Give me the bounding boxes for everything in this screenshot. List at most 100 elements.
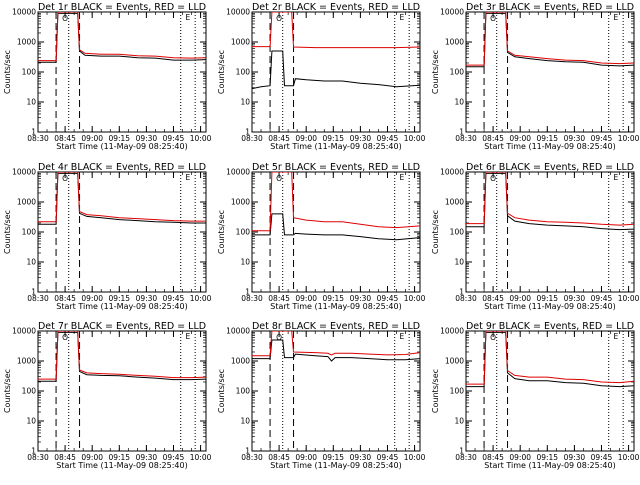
- y-tick-label: 1000: [231, 198, 250, 207]
- panel-6: Det 6r BLACK = Events, RED = LLD 1 10 100 10…: [431, 162, 640, 311]
- plot-area: [252, 331, 420, 362]
- y-tick-label: 10: [240, 258, 250, 267]
- x-axis-label: Start Time (11-May-09 08:25:40): [56, 461, 187, 470]
- plot-area: [38, 12, 206, 63]
- x-tick-label: 08:30: [27, 294, 49, 303]
- x-tick-label: 08:45: [482, 134, 504, 143]
- x-tick-label: 09:45: [377, 294, 399, 303]
- x-tick-label: 10:00: [404, 134, 426, 143]
- y-tick-label: 1000: [17, 357, 36, 366]
- x-tick-label: 09:30: [136, 453, 158, 462]
- x-tick-label: 09:00: [509, 453, 531, 462]
- panel-title: Det 4r BLACK = Events, RED = LLD: [38, 162, 206, 173]
- letter-marker: E: [614, 173, 619, 182]
- black-events-series: [252, 339, 420, 362]
- x-tick-label: 08:30: [27, 453, 49, 462]
- black-events-series: [252, 50, 420, 90]
- y-tick-label: 10000: [440, 168, 464, 177]
- panel-title: Det 8r BLACK = Events, RED = LLD: [252, 321, 420, 332]
- y-tick-label: 100: [22, 228, 37, 237]
- y-tick-label: 100: [22, 68, 37, 77]
- y-tick-label: 1: [459, 128, 464, 137]
- x-tick-label: 09:00: [295, 453, 317, 462]
- panel-title: Det 9r BLACK = Events, RED = LLD: [466, 321, 634, 332]
- circle-marker: O: [490, 14, 496, 23]
- circle-marker: O: [62, 174, 68, 183]
- y-axis-label: Counts/sec: [431, 50, 440, 94]
- x-tick-label: 09:30: [350, 453, 372, 462]
- x-tick-label: 08:45: [54, 294, 76, 303]
- y-tick-label: 100: [450, 228, 465, 237]
- x-axis-label: Start Time (11-May-09 08:25:40): [56, 142, 187, 151]
- plot-area: [38, 331, 206, 382]
- red-lld-series: [252, 172, 420, 232]
- x-tick-label: 09:00: [81, 453, 103, 462]
- panel-title: Det 2r BLACK = Events, RED = LLD: [252, 2, 420, 13]
- y-tick-label: 1000: [231, 38, 250, 47]
- y-axis-label: Counts/sec: [431, 369, 440, 413]
- x-tick-label: 09:45: [377, 134, 399, 143]
- x-tick-label: 08:30: [455, 294, 477, 303]
- x-tick-label: 09:15: [536, 294, 558, 303]
- panel-7: Det 7r BLACK = Events, RED = LLD 1 10 100 10…: [3, 321, 212, 470]
- x-tick-label: 10:00: [190, 453, 212, 462]
- x-tick-label: 09:45: [591, 294, 613, 303]
- y-tick-label: 1: [31, 447, 36, 456]
- y-tick-label: 1000: [231, 357, 250, 366]
- y-tick-label: 1000: [445, 357, 464, 366]
- x-tick-label: 09:30: [564, 134, 586, 143]
- y-tick-label: 10000: [226, 327, 250, 336]
- x-tick-label: 09:15: [322, 294, 344, 303]
- x-tick-label: 08:30: [241, 134, 263, 143]
- x-axis-label: Start Time (11-May-09 08:25:40): [56, 302, 187, 311]
- black-events-series: [252, 213, 420, 241]
- x-tick-label: 10:00: [190, 294, 212, 303]
- panel-title: Det 6r BLACK = Events, RED = LLD: [466, 162, 634, 173]
- circle-marker: O: [490, 333, 496, 342]
- x-tick-label: 09:30: [350, 294, 372, 303]
- y-tick-label: 100: [450, 387, 465, 396]
- x-tick-label: 10:00: [618, 134, 640, 143]
- y-tick-label: 1: [459, 288, 464, 297]
- y-tick-label: 1000: [17, 198, 36, 207]
- x-tick-label: 10:00: [190, 134, 212, 143]
- x-tick-label: 09:15: [108, 453, 130, 462]
- x-axis-label: Start Time (11-May-09 08:25:40): [270, 302, 401, 311]
- y-tick-label: 10000: [12, 8, 36, 17]
- circle-marker: O: [62, 14, 68, 23]
- circle-marker: O: [490, 174, 496, 183]
- x-tick-label: 09:30: [564, 453, 586, 462]
- letter-marker: E: [400, 13, 405, 22]
- y-tick-label: 1: [31, 288, 36, 297]
- x-axis-label: Start Time (11-May-09 08:25:40): [484, 302, 615, 311]
- x-tick-label: 09:45: [163, 134, 185, 143]
- y-tick-label: 1: [245, 447, 250, 456]
- panel-4: Det 4r BLACK = Events, RED = LLD 1 10 100 10…: [3, 162, 212, 311]
- red-lld-series: [252, 331, 420, 357]
- x-tick-label: 08:30: [455, 453, 477, 462]
- y-tick-label: 10000: [226, 168, 250, 177]
- circle-marker: O: [276, 14, 282, 23]
- x-tick-label: 09:00: [509, 294, 531, 303]
- y-tick-label: 1000: [445, 198, 464, 207]
- y-tick-label: 1: [31, 128, 36, 137]
- y-tick-label: 10: [26, 98, 36, 107]
- letter-marker: E: [614, 13, 619, 22]
- panel-5: Det 5r BLACK = Events, RED = LLD 1 10 100 10…: [217, 162, 426, 311]
- x-tick-label: 09:00: [295, 134, 317, 143]
- y-tick-label: 10: [240, 417, 250, 426]
- x-tick-label: 08:30: [455, 134, 477, 143]
- x-tick-label: 09:30: [136, 134, 158, 143]
- y-tick-label: 10: [26, 258, 36, 267]
- plot-area: [466, 12, 634, 68]
- panel-3: Det 3r BLACK = Events, RED = LLD 1 10 100 10…: [431, 2, 640, 151]
- red-lld-series: [466, 12, 634, 66]
- x-tick-label: 09:45: [591, 134, 613, 143]
- red-lld-series: [38, 12, 206, 62]
- x-axis-label: Start Time (11-May-09 08:25:40): [270, 461, 401, 470]
- x-tick-label: 08:45: [268, 294, 290, 303]
- x-tick-label: 08:30: [27, 134, 49, 143]
- panel-2: Det 2r BLACK = Events, RED = LLD 1 10 100 10…: [217, 2, 426, 151]
- y-tick-label: 1000: [445, 38, 464, 47]
